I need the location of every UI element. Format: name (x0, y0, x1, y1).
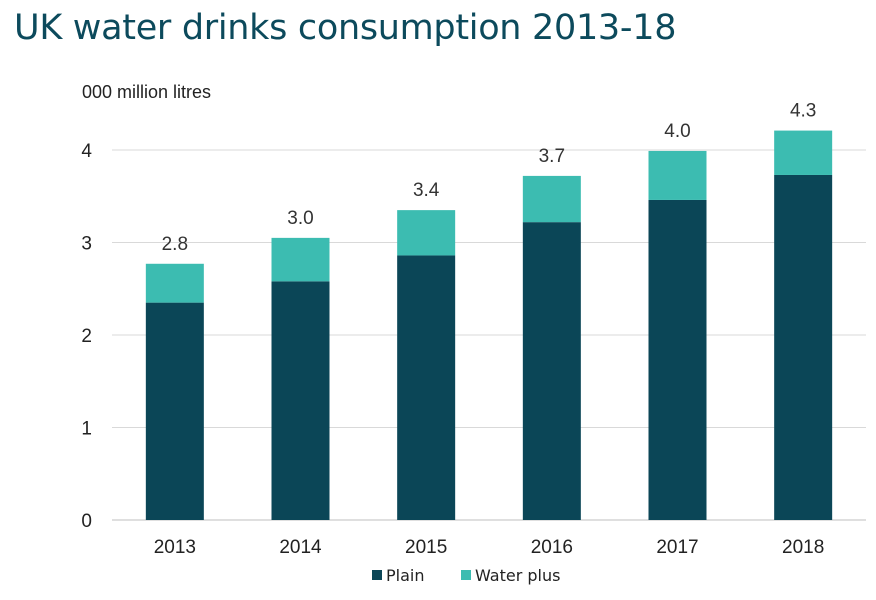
x-tick-label-2015: 2015 (405, 537, 447, 558)
bar-water-plus-2013 (145, 263, 204, 303)
y-tick-label: 2 (81, 326, 92, 347)
bar-plain-2014 (271, 281, 330, 520)
x-tick-label-2013: 2013 (154, 537, 196, 558)
legend-swatch-water-plus (461, 570, 471, 580)
y-tick-label: 4 (81, 141, 92, 162)
bar-plain-2015 (397, 255, 456, 520)
total-label-2018: 4.3 (790, 101, 816, 122)
bar-water-plus-2016 (522, 175, 581, 223)
unit-label: 000 million litres (82, 82, 211, 102)
bar-plain-2017 (648, 199, 707, 520)
bar-water-plus-2018 (774, 130, 833, 175)
total-label-2015: 3.4 (413, 180, 440, 201)
y-tick-label: 0 (81, 511, 92, 532)
total-label-2013: 2.8 (162, 234, 188, 255)
bar-water-plus-2014 (271, 237, 330, 282)
x-tick-label-2017: 2017 (656, 537, 698, 558)
bar-water-plus-2015 (397, 210, 456, 256)
x-tick-label-2014: 2014 (279, 537, 322, 558)
legend-swatch-plain (372, 570, 382, 580)
x-tick-label-2018: 2018 (782, 537, 824, 558)
bars (145, 130, 833, 520)
total-label-2014: 3.0 (287, 208, 313, 229)
x-axis-ticks: 2013 2014 2015 2016 2017 2018 (154, 537, 825, 558)
total-labels: 2.8 3.0 3.4 3.7 4.0 4.3 (162, 101, 817, 255)
chart-title: UK water drinks consumption 2013-18 (14, 8, 677, 48)
bar-plain-2018 (774, 174, 833, 520)
x-tick-label-2016: 2016 (531, 537, 573, 558)
y-axis-ticks: 0 1 2 3 4 (81, 141, 92, 532)
bar-water-plus-2017 (648, 150, 707, 200)
legend-label-plain: Plain (386, 566, 424, 585)
total-label-2017: 4.0 (664, 121, 690, 142)
bar-plain-2016 (522, 222, 581, 520)
y-tick-label: 3 (81, 234, 92, 255)
legend: Plain Water plus (372, 566, 560, 585)
bar-plain-2013 (145, 302, 204, 520)
gridlines (112, 149, 866, 521)
total-label-2016: 3.7 (539, 146, 565, 167)
y-tick-label: 1 (81, 419, 92, 440)
legend-label-water-plus: Water plus (475, 566, 560, 585)
